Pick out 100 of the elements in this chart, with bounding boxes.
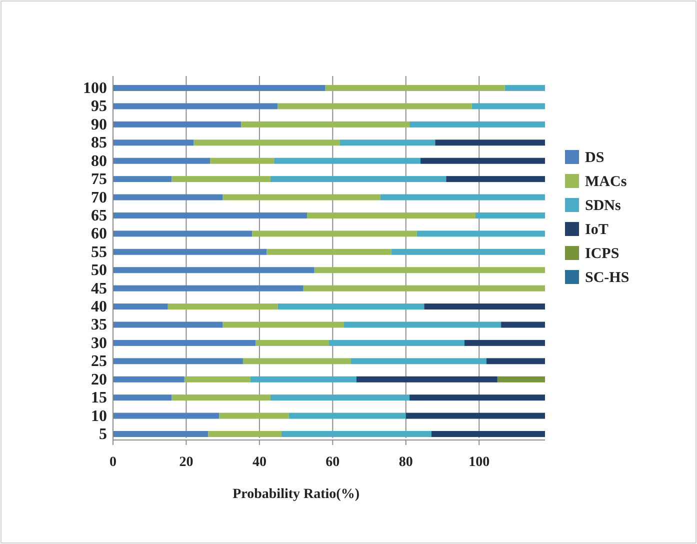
bar (208, 431, 282, 437)
bar (340, 140, 436, 146)
bar (270, 176, 446, 182)
y-tick-label: 65 (91, 207, 107, 224)
bar (222, 194, 380, 200)
y-tick-label: 95 (91, 98, 107, 116)
bar (325, 85, 505, 91)
legend-label: IoT (585, 222, 608, 238)
bar (113, 158, 210, 164)
y-tick-label: 80 (91, 152, 107, 170)
bar (288, 412, 406, 419)
bar (303, 285, 545, 292)
bar (113, 322, 223, 328)
bar (464, 340, 545, 346)
bar (194, 140, 340, 146)
x-axis-title: Probability Ratio(%) (232, 487, 360, 502)
bar (278, 304, 424, 310)
bar (497, 376, 545, 382)
y-tick-label: 20 (91, 371, 107, 388)
bar (113, 358, 243, 364)
bar (435, 140, 545, 146)
y-tick-label: 75 (91, 171, 107, 188)
y-tick-label: 55 (91, 244, 107, 261)
bar (446, 176, 545, 182)
y-tick-label: 25 (91, 353, 107, 370)
y-tick-label: 35 (91, 316, 107, 334)
bar (274, 158, 421, 164)
legend-label: DS (585, 150, 604, 166)
bar (424, 304, 545, 310)
y-tick-label: 90 (91, 116, 107, 134)
bar (241, 121, 410, 128)
bar (113, 103, 278, 110)
y-tick-label: 100 (83, 80, 107, 97)
bar (219, 412, 289, 419)
y-tick-label: 50 (91, 262, 107, 280)
bar (113, 267, 314, 274)
bar (420, 158, 545, 164)
bar (172, 394, 270, 401)
bar (256, 340, 329, 346)
bar (410, 121, 545, 128)
x-tick-label: 0 (110, 455, 116, 470)
legend-label: SDNs (585, 198, 622, 214)
bar (307, 212, 476, 218)
x-tick-label: 60 (326, 455, 340, 470)
bar (278, 103, 472, 110)
bar (113, 85, 326, 91)
legend-label: SC-HS (585, 270, 630, 286)
bar (356, 376, 498, 382)
bar (113, 140, 194, 146)
bar (270, 394, 410, 401)
bar (113, 194, 223, 200)
bar (113, 340, 256, 346)
bar (113, 376, 184, 382)
x-tick-label: 80 (398, 455, 413, 470)
bar (380, 194, 545, 200)
y-tick-label: 70 (91, 189, 107, 206)
bar (344, 322, 502, 328)
y-tick-label: 60 (91, 226, 107, 243)
bar (410, 394, 545, 401)
y-tick-label: 85 (91, 134, 107, 152)
y-tick-label: 15 (91, 390, 107, 407)
bar (504, 85, 545, 91)
bar (113, 212, 308, 218)
bar (329, 340, 464, 346)
bar (210, 158, 274, 164)
bar (391, 248, 545, 255)
bar (113, 121, 242, 128)
bar (168, 304, 278, 310)
bar (113, 176, 172, 182)
bar (222, 322, 344, 328)
bar (486, 358, 545, 364)
bar (113, 230, 252, 237)
y-tick-label: 10 (91, 408, 107, 425)
bar (281, 431, 432, 437)
x-tick-label: 40 (252, 455, 266, 470)
bar (475, 212, 545, 218)
bar (350, 358, 486, 364)
bar (406, 412, 545, 419)
bar (242, 358, 351, 364)
bar (172, 176, 270, 182)
bar (113, 248, 267, 255)
bar (416, 230, 545, 237)
bar (501, 322, 545, 328)
bar (314, 267, 545, 274)
legend-label: ICPS (585, 246, 620, 262)
y-tick-label: 40 (91, 298, 107, 316)
y-tick-label: 5 (99, 426, 107, 443)
bar (472, 103, 545, 110)
y-tick-label: 30 (91, 334, 107, 352)
x-tick-label: 100 (468, 455, 490, 470)
legend-label: MACs (585, 174, 627, 190)
bar (113, 412, 220, 419)
x-tick-label: 20 (179, 455, 194, 470)
y-tick-label: 45 (91, 280, 107, 298)
bar (266, 248, 392, 255)
bar (113, 394, 172, 401)
bar (113, 285, 304, 292)
bar (432, 431, 545, 437)
bar (113, 431, 208, 437)
bar (184, 376, 250, 382)
